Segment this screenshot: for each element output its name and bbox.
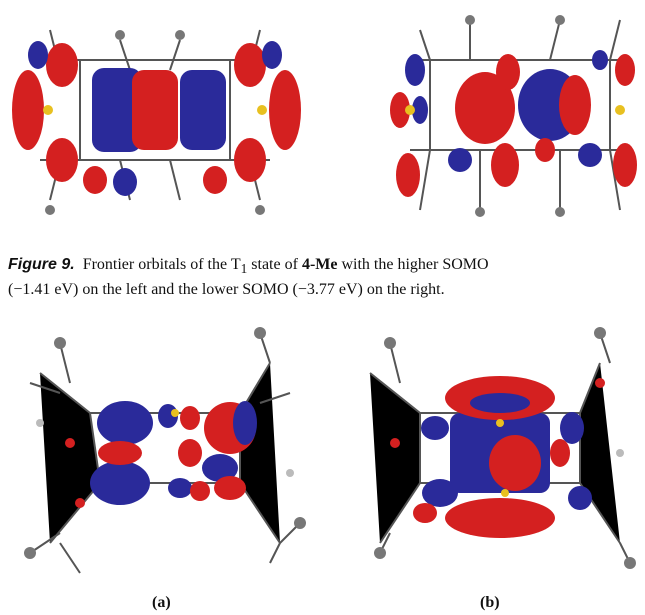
- atom: [594, 327, 606, 339]
- figure-caption: Figure 9. Frontier orbitals of the T1 st…: [8, 254, 645, 300]
- lobe: [269, 70, 301, 150]
- atom: [390, 438, 400, 448]
- atom: [175, 30, 185, 40]
- lobe: [113, 168, 137, 196]
- atom: [615, 105, 625, 115]
- caption-subscript: 1: [241, 261, 248, 276]
- lower-somo-orbital: [390, 15, 637, 217]
- atom: [294, 517, 306, 529]
- page: Figure 9. Frontier orbitals of the T1 st…: [0, 0, 645, 615]
- figure-label: Figure 9.: [8, 256, 75, 273]
- atom: [616, 449, 624, 457]
- lobe: [496, 54, 520, 90]
- caption-text: Frontier orbitals of the: [83, 256, 227, 273]
- orbital-a: [24, 327, 306, 573]
- compound-name: 4-Me: [302, 256, 338, 273]
- top-figure: [0, 0, 645, 230]
- lobe: [448, 148, 472, 172]
- lobe: [592, 50, 608, 70]
- atom: [43, 105, 53, 115]
- caption-text: with the higher SOMO: [341, 256, 488, 273]
- atom: [254, 327, 266, 339]
- atom: [286, 469, 294, 477]
- lobe: [578, 143, 602, 167]
- lobe: [46, 138, 78, 182]
- atom: [115, 30, 125, 40]
- lobe: [568, 486, 592, 510]
- atom: [171, 409, 179, 417]
- lobe: [422, 479, 458, 507]
- atom: [384, 337, 396, 349]
- atom: [45, 205, 55, 215]
- caption-text: state of: [251, 256, 298, 273]
- atom: [555, 207, 565, 217]
- atom: [496, 419, 504, 427]
- lobe: [12, 70, 44, 150]
- orbital-b: [370, 327, 636, 569]
- atom: [255, 205, 265, 215]
- lobe: [559, 75, 591, 135]
- lobe: [535, 138, 555, 162]
- atom: [501, 489, 509, 497]
- lobe: [83, 166, 107, 194]
- atom: [595, 378, 605, 388]
- panel-label: (b): [480, 594, 500, 612]
- atom: [65, 438, 75, 448]
- panel-label: (a): [152, 594, 171, 612]
- atom: [374, 547, 386, 559]
- lobe: [550, 439, 570, 467]
- atom: [54, 337, 66, 349]
- lobe: [132, 70, 178, 150]
- lobe: [234, 43, 266, 87]
- caption-text: T: [231, 256, 241, 273]
- lobe: [203, 166, 227, 194]
- lobe: [405, 54, 425, 86]
- lobe: [97, 401, 153, 445]
- lobe: [214, 476, 246, 500]
- lobe: [615, 54, 635, 86]
- lobe: [28, 41, 48, 69]
- atom: [624, 557, 636, 569]
- lobe: [190, 481, 210, 501]
- lobe: [180, 406, 200, 430]
- caption-line: (−1.41 eV) on the left and the lower SOM…: [8, 279, 645, 300]
- lobe: [90, 461, 150, 505]
- lobe: [396, 153, 420, 197]
- atom: [475, 207, 485, 217]
- caption-line: Figure 9. Frontier orbitals of the T1 st…: [8, 254, 645, 279]
- lobe: [445, 498, 555, 538]
- lobe: [560, 412, 584, 444]
- lobe: [180, 70, 226, 150]
- atom: [36, 419, 44, 427]
- lobe: [489, 435, 541, 491]
- lobe: [421, 416, 449, 440]
- atom: [555, 15, 565, 25]
- lobe: [262, 41, 282, 69]
- lobe: [233, 401, 257, 445]
- atom: [405, 105, 415, 115]
- higher-somo-orbital: [12, 30, 301, 215]
- lobe: [46, 43, 78, 87]
- atom: [257, 105, 267, 115]
- atom: [465, 15, 475, 25]
- lobe: [613, 143, 637, 187]
- lobe: [413, 503, 437, 523]
- lobe: [470, 393, 530, 413]
- lobe: [178, 439, 202, 467]
- lobe: [168, 478, 192, 498]
- lobe: [491, 143, 519, 187]
- atom: [24, 547, 36, 559]
- lobe: [234, 138, 266, 182]
- lobe: [98, 441, 142, 465]
- atom: [75, 498, 85, 508]
- bonds: [30, 333, 300, 573]
- bottom-figure: [0, 303, 645, 593]
